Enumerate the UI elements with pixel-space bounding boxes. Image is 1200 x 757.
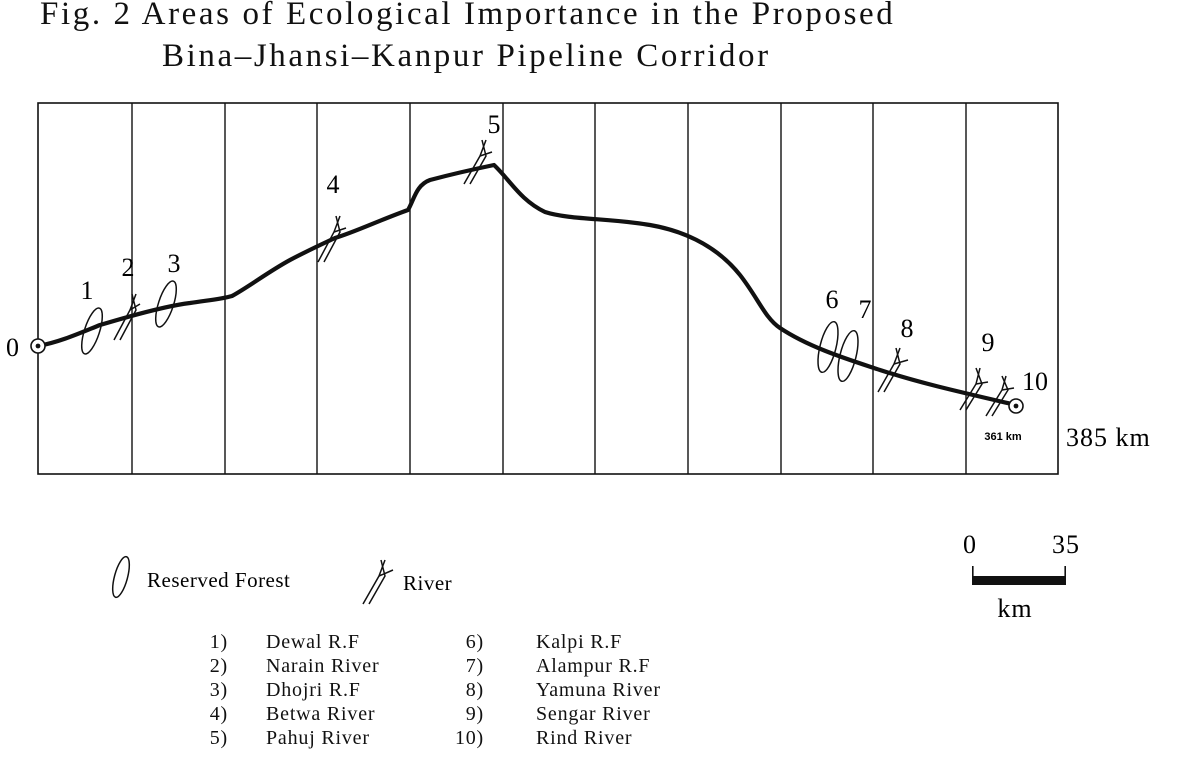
site-name: Pahuj River [266, 727, 370, 749]
legend: Reserved Forest River [111, 555, 452, 605]
forest-marker-1 [80, 307, 104, 355]
site-number: 2) [209, 655, 228, 677]
pipeline-route [35, 162, 1019, 408]
marker-label-1: 1 [81, 276, 94, 305]
site-number: 10) [454, 727, 484, 749]
site-name: Sengar River [536, 703, 651, 725]
terminal-distance-label: 361 km [984, 431, 1022, 443]
scale-max-label: 35 [1052, 530, 1080, 559]
legend-river-icon [362, 559, 394, 605]
figure-title: Fig. 2 Areas of Ecological Importance in… [0, 0, 1200, 90]
marker-label-3: 3 [168, 249, 181, 278]
scale-bar-fill [972, 576, 1066, 585]
title-line-1: Fig. 2 Areas of Ecological Importance in… [40, 0, 896, 32]
site-number: 8) [465, 679, 484, 701]
corridor-frame [37, 102, 1059, 475]
end-node [1008, 398, 1024, 414]
marker-label-4: 4 [327, 170, 340, 199]
corridor-grid [131, 103, 967, 474]
marker-label-7: 7 [859, 295, 872, 324]
forest-marker-3 [154, 280, 178, 328]
river-marker-4 [317, 215, 347, 263]
end-distance-label: 385 km [1066, 423, 1151, 452]
site-name: Narain River [266, 655, 380, 677]
site-name: Kalpi R.F [536, 631, 623, 653]
site-numbers-col-2: 6) 7) 8) 9) 10) [430, 630, 484, 750]
site-name: Alampur R.F [536, 655, 651, 677]
site-name: Betwa River [266, 703, 376, 725]
site-names-col-1: Dewal R.F Narain River Dhojri R.F Betwa … [266, 630, 379, 750]
marker-label-8: 8 [901, 314, 914, 343]
legend-forest-label: Reserved Forest [147, 568, 290, 592]
marker-label-2: 2 [122, 253, 135, 282]
site-number: 6) [465, 631, 484, 653]
river-marker-5 [463, 139, 493, 185]
river-marker-10 [985, 375, 1015, 417]
start-node [30, 338, 46, 354]
start-label: 0 [6, 333, 20, 362]
scale-min-label: 0 [963, 530, 977, 559]
river-marker-2 [113, 293, 141, 341]
site-name: Dhojri R.F [266, 679, 361, 701]
river-marker-8 [877, 347, 909, 393]
site-number: 3) [209, 679, 228, 701]
marker-label-6: 6 [826, 285, 839, 314]
scale-bar: 0 35 km [963, 530, 1080, 623]
site-number: 9) [465, 703, 484, 725]
legend-forest-icon [111, 555, 131, 599]
forest-marker-6 [817, 320, 839, 374]
forest-marker-7 [837, 329, 859, 383]
marker-label-9: 9 [982, 328, 995, 357]
river-marker-9 [959, 367, 989, 411]
site-number: 4) [209, 703, 228, 725]
marker-label-5: 5 [488, 110, 501, 139]
legend-river-label: River [403, 571, 452, 595]
site-number: 1) [209, 631, 228, 653]
site-name: Yamuna River [536, 679, 661, 701]
site-names-col-2: Kalpi R.F Alampur R.F Yamuna River Senga… [536, 630, 661, 750]
site-name: Rind River [536, 727, 633, 749]
scale-unit-label: km [997, 594, 1032, 623]
site-name: Dewal R.F [266, 631, 360, 653]
site-number: 7) [465, 655, 484, 677]
title-line-2: Bina–Jhansi–Kanpur Pipeline Corridor [162, 38, 771, 74]
site-numbers-col-1: 1) 2) 3) 4) 5) [178, 630, 228, 750]
marker-label-10: 10 [1022, 367, 1048, 396]
site-number: 5) [209, 727, 228, 749]
